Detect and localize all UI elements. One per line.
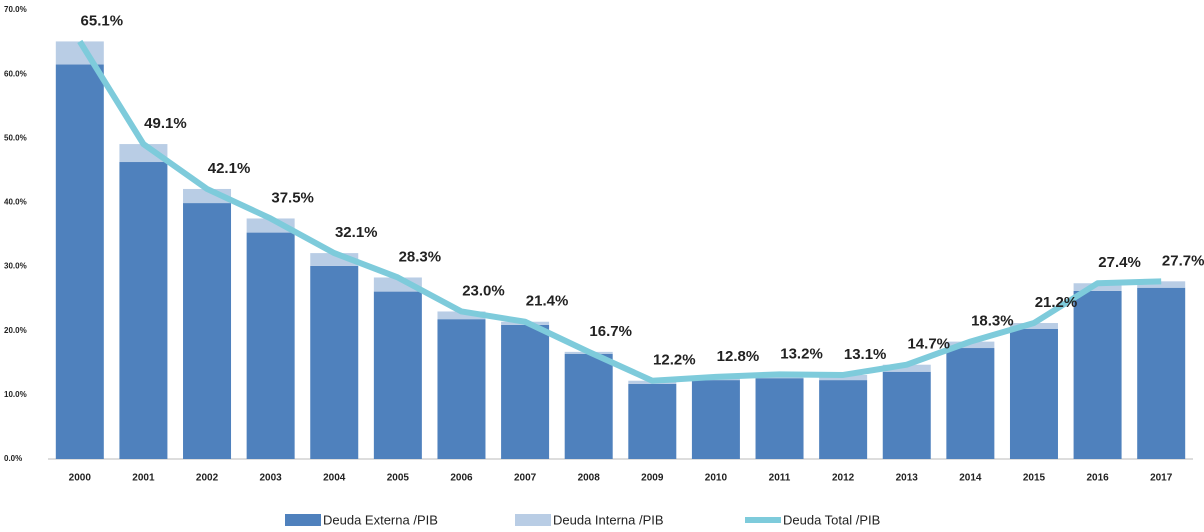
x-tick-label: 2004 [323, 473, 346, 484]
data-label: 49.1% [144, 115, 187, 132]
data-label: 23.0% [462, 282, 505, 299]
bar [946, 348, 995, 459]
x-tick-label: 2009 [641, 473, 664, 484]
y-tick-label: 50.0% [4, 133, 27, 142]
bar [1073, 290, 1122, 459]
data-label: 13.2% [780, 345, 823, 362]
x-tick-label: 2005 [387, 473, 410, 484]
bar [564, 353, 613, 459]
data-label: 32.1% [335, 224, 378, 241]
bar [1137, 281, 1186, 288]
x-tick-label: 2010 [705, 473, 728, 484]
x-tick-label: 2008 [578, 473, 601, 484]
data-label: 14.7% [907, 336, 950, 353]
bar [691, 380, 740, 459]
data-label: 16.7% [589, 323, 632, 340]
y-tick-label: 70.0% [4, 5, 27, 14]
bar [501, 324, 550, 459]
x-tick-label: 2001 [132, 473, 155, 484]
bar [437, 319, 486, 459]
data-label: 12.8% [717, 348, 760, 365]
bar [882, 364, 931, 372]
bar [119, 162, 168, 460]
data-label: 13.1% [844, 346, 887, 363]
bar [882, 371, 931, 459]
legend-label: Deuda Externa /PIB [323, 512, 438, 527]
data-label: 42.1% [208, 160, 251, 177]
data-label: 12.2% [653, 352, 696, 369]
data-label: 37.5% [271, 189, 314, 206]
data-label: 28.3% [399, 248, 442, 265]
x-tick-label: 2000 [69, 473, 92, 484]
bar [310, 265, 359, 459]
x-tick-label: 2002 [196, 473, 219, 484]
x-tick-label: 2011 [769, 473, 791, 484]
x-tick-label: 2015 [1023, 473, 1046, 484]
legend-label: Deuda Total /PIB [783, 512, 880, 527]
bar [1137, 287, 1186, 459]
x-tick-label: 2016 [1086, 473, 1109, 484]
data-label: 21.4% [526, 293, 569, 310]
bar [628, 383, 677, 459]
data-label: 18.3% [971, 313, 1014, 330]
legend-swatch [285, 514, 321, 526]
y-tick-label: 0.0% [4, 454, 22, 463]
x-tick-label: 2012 [832, 473, 855, 484]
y-tick-label: 30.0% [4, 262, 27, 271]
data-label: 21.2% [1035, 294, 1078, 311]
bar [1009, 328, 1058, 459]
data-label: 27.7% [1162, 252, 1204, 269]
line [77, 39, 1162, 384]
bar [119, 144, 168, 163]
bar [246, 232, 295, 459]
y-tick-label: 60.0% [4, 69, 27, 78]
legend-swatch [515, 514, 551, 526]
data-label: 27.4% [1098, 254, 1141, 271]
bar [819, 380, 868, 459]
x-tick-label: 2007 [514, 473, 537, 484]
x-tick-label: 2014 [959, 473, 982, 484]
x-tick-label: 2017 [1150, 473, 1173, 484]
x-tick-label: 2006 [450, 473, 473, 484]
bar [55, 64, 104, 460]
bar [1073, 283, 1122, 291]
legend-label: Deuda Interna /PIB [553, 512, 664, 527]
bar [946, 341, 995, 349]
data-label: 65.1% [81, 12, 124, 29]
bar [183, 203, 232, 459]
y-tick-label: 40.0% [4, 198, 27, 207]
bar [373, 291, 422, 459]
x-tick-label: 2013 [896, 473, 919, 484]
y-tick-label: 20.0% [4, 326, 27, 335]
x-tick-label: 2003 [260, 473, 283, 484]
y-tick-label: 10.0% [4, 390, 27, 399]
bar [755, 378, 804, 459]
bar [437, 311, 486, 320]
